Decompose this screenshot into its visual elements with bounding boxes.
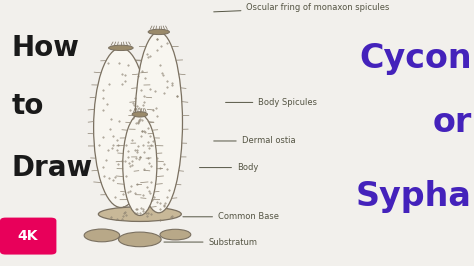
Ellipse shape: [84, 229, 119, 242]
Text: Common Base: Common Base: [183, 212, 279, 221]
Text: to: to: [12, 92, 44, 120]
Text: How: How: [12, 34, 80, 62]
Ellipse shape: [109, 45, 133, 51]
Ellipse shape: [160, 229, 191, 240]
Ellipse shape: [132, 112, 147, 117]
Text: Substratum: Substratum: [164, 238, 257, 247]
Ellipse shape: [135, 32, 182, 213]
Text: Dermal ostia: Dermal ostia: [214, 136, 295, 146]
Ellipse shape: [98, 207, 181, 221]
Ellipse shape: [118, 232, 161, 247]
Text: or: or: [432, 106, 472, 139]
Text: 4K: 4K: [18, 229, 38, 243]
Text: Sypha: Sypha: [356, 180, 472, 213]
Text: Oscular fring of monaxon spicules: Oscular fring of monaxon spicules: [214, 3, 390, 12]
FancyBboxPatch shape: [0, 218, 56, 255]
Text: Body: Body: [200, 163, 258, 172]
Ellipse shape: [148, 29, 170, 35]
Ellipse shape: [123, 114, 157, 215]
Text: Body Spicules: Body Spicules: [226, 98, 317, 107]
Text: Cycon: Cycon: [359, 42, 472, 75]
Text: Draw: Draw: [12, 153, 93, 182]
Ellipse shape: [94, 48, 148, 207]
